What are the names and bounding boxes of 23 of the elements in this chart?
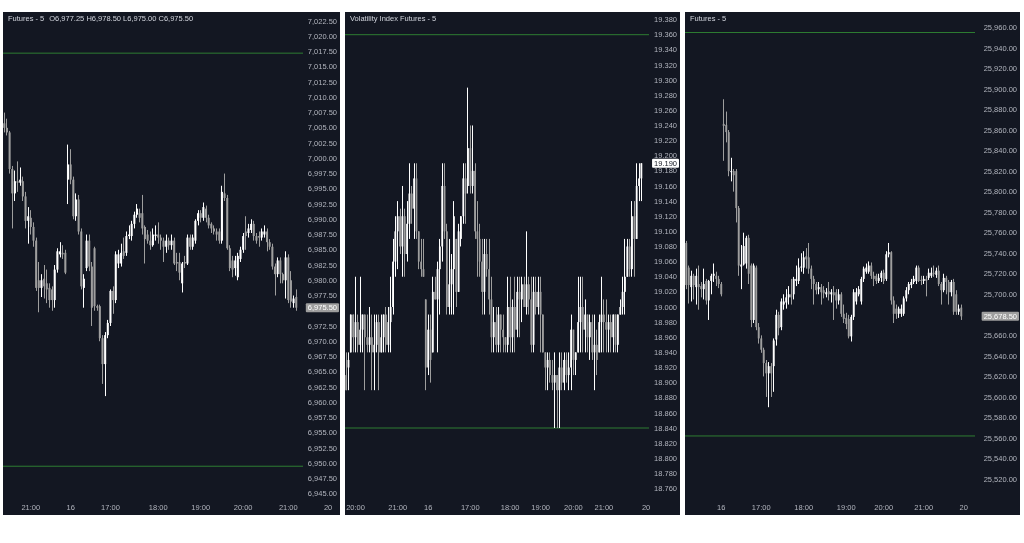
candlestick <box>722 98 725 162</box>
candlestick <box>66 144 70 205</box>
candlestick <box>553 351 556 429</box>
candlestick <box>373 314 376 391</box>
candlestick <box>692 273 695 300</box>
candlestick <box>539 276 542 353</box>
candlestick <box>556 374 558 429</box>
candlestick <box>64 249 67 275</box>
candlestick <box>271 243 274 271</box>
candlestick <box>563 351 565 391</box>
candlestick <box>767 361 770 408</box>
candlestick <box>178 252 181 281</box>
candlestick <box>558 351 561 429</box>
candlestick <box>640 162 643 202</box>
candlestick <box>787 285 790 306</box>
candlestick <box>690 270 693 302</box>
candlestick <box>125 230 128 257</box>
candlestick <box>797 257 800 285</box>
candlestick <box>790 278 793 306</box>
candlestick <box>162 237 165 263</box>
candlestick <box>40 273 43 298</box>
candlestick <box>832 285 835 321</box>
candlestick <box>16 160 19 193</box>
